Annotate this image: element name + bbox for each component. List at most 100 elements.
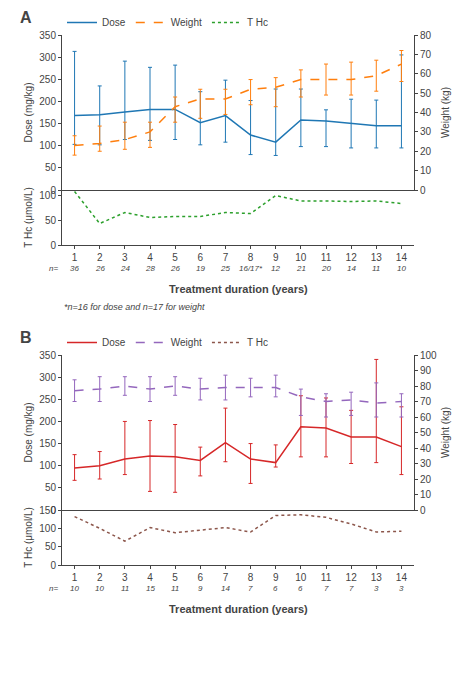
svg-text:10: 10 (295, 572, 307, 583)
svg-text:0: 0 (50, 560, 56, 571)
svg-text:6: 6 (198, 572, 204, 583)
svg-text:10: 10 (397, 264, 406, 273)
svg-text:0: 0 (50, 240, 56, 251)
svg-text:200: 200 (39, 416, 56, 427)
svg-text:10: 10 (95, 584, 104, 593)
svg-text:24: 24 (120, 264, 130, 273)
svg-text:70: 70 (420, 49, 432, 60)
svg-text:30: 30 (420, 458, 432, 469)
svg-text:T Hc (μmol/L): T Hc (μmol/L) (23, 187, 34, 248)
svg-text:13: 13 (371, 252, 383, 263)
svg-text:100: 100 (39, 190, 56, 201)
svg-text:5: 5 (172, 252, 178, 263)
svg-text:11: 11 (171, 584, 179, 593)
svg-text:11: 11 (321, 252, 332, 263)
svg-text:90: 90 (420, 365, 432, 376)
svg-text:30: 30 (420, 126, 432, 137)
svg-text:12: 12 (346, 252, 358, 263)
svg-text:11: 11 (372, 264, 380, 273)
svg-text:8: 8 (248, 252, 254, 263)
svg-text:12: 12 (346, 572, 358, 583)
svg-text:6: 6 (198, 252, 204, 263)
svg-text:1: 1 (72, 572, 78, 583)
svg-text:10: 10 (295, 252, 307, 263)
svg-text:60: 60 (420, 412, 432, 423)
svg-text:1: 1 (72, 252, 78, 263)
svg-text:A: A (20, 9, 32, 26)
svg-text:0: 0 (50, 505, 56, 516)
svg-text:3: 3 (122, 572, 128, 583)
svg-text:10: 10 (420, 165, 432, 176)
svg-text:26: 26 (95, 264, 105, 273)
svg-text:250: 250 (39, 394, 56, 405)
svg-text:70: 70 (420, 396, 432, 407)
svg-text:0: 0 (420, 505, 426, 516)
svg-text:50: 50 (420, 88, 432, 99)
svg-text:Dose (mg/kg): Dose (mg/kg) (23, 402, 34, 462)
svg-text:Weight (kg): Weight (kg) (440, 87, 451, 138)
svg-text:11: 11 (321, 572, 332, 583)
svg-text:3: 3 (374, 584, 379, 593)
svg-text:150: 150 (39, 118, 56, 129)
svg-text:7: 7 (349, 584, 354, 593)
svg-text:80: 80 (420, 381, 432, 392)
svg-text:Weight: Weight (171, 337, 202, 348)
svg-text:Dose: Dose (102, 17, 126, 28)
svg-text:50: 50 (45, 541, 57, 552)
svg-text:Dose: Dose (102, 337, 126, 348)
svg-text:11: 11 (121, 584, 129, 593)
svg-text:12: 12 (271, 264, 280, 273)
svg-text:5: 5 (172, 572, 178, 583)
svg-text:21: 21 (296, 264, 306, 273)
svg-text:T Hc: T Hc (247, 337, 268, 348)
svg-text:Weight: Weight (171, 17, 202, 28)
svg-text:Weight (kg): Weight (kg) (440, 407, 451, 458)
svg-text:6: 6 (298, 584, 303, 593)
svg-text:150: 150 (39, 438, 56, 449)
svg-text:8: 8 (248, 572, 254, 583)
svg-text:50: 50 (420, 427, 432, 438)
svg-text:50: 50 (45, 482, 57, 493)
svg-text:100: 100 (39, 523, 56, 534)
svg-text:7: 7 (248, 584, 253, 593)
svg-text:150: 150 (39, 505, 56, 516)
svg-text:15: 15 (146, 584, 155, 593)
svg-text:4: 4 (147, 572, 153, 583)
svg-text:300: 300 (39, 372, 56, 383)
svg-text:n=: n= (49, 584, 58, 593)
svg-text:100: 100 (39, 140, 56, 151)
svg-text:n=: n= (49, 264, 58, 273)
svg-text:25: 25 (220, 264, 230, 273)
svg-text:14: 14 (396, 572, 408, 583)
svg-text:100: 100 (39, 460, 56, 471)
svg-text:T Hc (μmol/L): T Hc (μmol/L) (23, 507, 34, 568)
svg-text:20: 20 (420, 146, 432, 157)
svg-text:*n=16 for dose and n=17 for we: *n=16 for dose and n=17 for weight (64, 302, 205, 312)
svg-text:Treatment duration (years): Treatment duration (years) (169, 603, 308, 615)
svg-text:T Hc: T Hc (247, 17, 268, 28)
svg-text:0: 0 (420, 185, 426, 196)
svg-text:26: 26 (170, 264, 180, 273)
svg-text:50: 50 (45, 215, 57, 226)
svg-text:10: 10 (420, 489, 432, 500)
svg-text:20: 20 (321, 264, 331, 273)
svg-text:9: 9 (273, 252, 279, 263)
svg-text:4: 4 (147, 252, 153, 263)
svg-text:2: 2 (97, 252, 103, 263)
svg-text:28: 28 (145, 264, 155, 273)
svg-text:350: 350 (39, 350, 56, 361)
svg-text:9: 9 (273, 572, 279, 583)
svg-text:7: 7 (223, 572, 229, 583)
svg-text:0: 0 (50, 185, 56, 196)
svg-text:36: 36 (70, 264, 79, 273)
svg-text:20: 20 (420, 474, 432, 485)
svg-text:19: 19 (196, 264, 205, 273)
svg-text:14: 14 (396, 252, 408, 263)
svg-text:250: 250 (39, 74, 56, 85)
svg-text:50: 50 (45, 162, 57, 173)
svg-text:350: 350 (39, 30, 56, 41)
svg-text:14: 14 (221, 584, 230, 593)
svg-text:200: 200 (39, 96, 56, 107)
svg-text:7: 7 (324, 584, 329, 593)
svg-text:3: 3 (399, 584, 404, 593)
